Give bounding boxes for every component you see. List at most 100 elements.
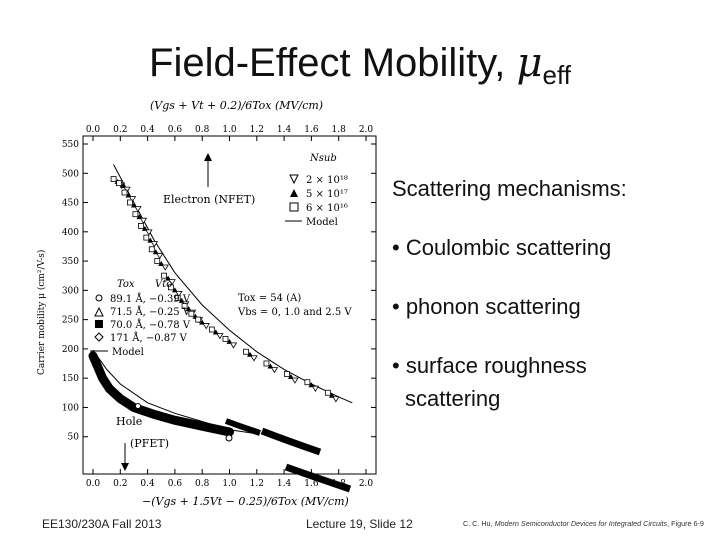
electron-triangle-down-marker: [311, 385, 320, 392]
electron-square-marker: [116, 180, 122, 187]
y-tick-label: 350: [62, 257, 79, 267]
y-tick-label: 50: [68, 433, 80, 443]
top-tick-label: 0.4: [140, 125, 155, 135]
electron-square-marker: [167, 284, 174, 291]
bottom-tick-label: 1.2: [250, 479, 264, 489]
square-filled-icon: [95, 320, 103, 328]
nsub-entry-2: 5 × 10¹⁷: [306, 189, 348, 200]
slide-title: Field-Effect Mobility, μeff: [0, 40, 720, 91]
electron-arrowhead: [204, 153, 212, 161]
electron-triangle-down-marker: [134, 206, 142, 213]
electron-square-marker: [304, 379, 311, 386]
electron-triangle-down-marker: [270, 367, 279, 374]
electron-data-points: [110, 176, 340, 403]
top-tick-label: 2.0: [359, 125, 374, 135]
electron-square-marker: [243, 348, 249, 355]
electron-square-marker: [154, 258, 161, 264]
nsub-entry-model: Model: [306, 217, 338, 228]
bottom-tick-label: 1.4: [277, 479, 292, 489]
square-open-icon: [289, 202, 299, 212]
y-tick-label: 400: [62, 228, 79, 238]
tox-entry-model: Model: [112, 347, 144, 358]
top-tick-label: 1.8: [332, 125, 347, 135]
diamond-open-icon: [94, 332, 104, 342]
y-axis-label: Carrier mobility μ (cm²/V-s): [36, 250, 47, 375]
hole-open-marker: [225, 434, 233, 442]
bullet-coulombic: • Coulombic scattering: [392, 235, 612, 260]
bottom-tick-label: 0.0: [86, 479, 101, 489]
electron-triangle-down-marker: [250, 355, 258, 362]
circle-open-icon: [95, 294, 103, 302]
electron-triangle-down-marker: [128, 196, 137, 203]
bottom-axis-label: −(Vgs + 1.5Vt − 0.25)/6Tox (MV/cm): [142, 495, 349, 508]
electron-triangle-down-marker: [291, 377, 299, 384]
bottom-tick-label: 0.6: [168, 479, 183, 489]
bottom-tick-label: 1.6: [304, 479, 319, 489]
hole-data-band: [88, 351, 234, 437]
bullet-surface-roughness-cont: scattering: [405, 386, 501, 411]
electron-triangle-down-marker: [202, 323, 210, 330]
vbs-condition: Vbs = 0, 1.0 and 2.5 V: [237, 307, 352, 318]
title-mu-symbol: μ: [516, 40, 543, 86]
electron-band-low2: [224, 418, 261, 436]
triangle-down-icon: [289, 174, 299, 185]
electron-triangle-down-marker: [161, 264, 169, 271]
electron-triangle-down-marker: [145, 229, 153, 236]
title-subscript: eff: [542, 60, 571, 90]
bottom-tick-label: 0.2: [113, 479, 127, 489]
electron-triangle-down-marker: [175, 290, 183, 298]
electron-square-marker: [161, 272, 167, 279]
electron-square-marker: [110, 176, 117, 182]
electron-square-marker: [121, 189, 128, 196]
electron-triangle-down-marker: [332, 396, 340, 403]
electron-label: Electron (NFET): [163, 193, 255, 206]
bottom-tick-label: 0.4: [140, 479, 155, 489]
top-tick-label: 0.0: [86, 125, 101, 135]
bullet-surface-roughness: • surface roughness: [392, 353, 587, 378]
tox-condition: Tox = 54 (A): [238, 293, 301, 304]
bullets-heading: Scattering mechanisms:: [392, 176, 627, 201]
top-tick-label: 0.8: [195, 125, 210, 135]
electron-triangle-down-marker: [150, 241, 159, 248]
top-tick-label: 1.2: [250, 125, 264, 135]
tox-entry-3: 70.0 Å, −0.78 V: [110, 319, 191, 331]
electron-band-low: [284, 463, 352, 493]
electron-triangle-down-marker: [229, 342, 238, 349]
triangle-up-icon: [290, 189, 298, 197]
tox-entry-4: 171 Å, −0.87 V: [110, 332, 188, 344]
electron-square-marker: [137, 222, 144, 229]
y-tick-label: 200: [62, 345, 79, 355]
electron-triangle-down-marker: [168, 279, 176, 286]
electron-square-marker: [284, 371, 290, 377]
tox-entry-2: 71.5 Å, −0.25 V: [110, 306, 191, 318]
y-tick-label: 550: [62, 140, 79, 150]
y-tick-label: 100: [62, 403, 79, 413]
pfet-label: (PFET): [130, 437, 169, 450]
nsub-entry-1: 2 × 10¹⁸: [306, 175, 348, 186]
y-axis-ticks: 50 100 150 200 250 300 350 400 450 500 550: [62, 140, 376, 443]
electron-square-marker: [132, 211, 139, 218]
bottom-tick-label: 2.0: [359, 479, 374, 489]
electron-square-marker: [181, 303, 188, 309]
triangle-open-icon: [94, 306, 104, 317]
bottom-axis-ticks: 0.0 0.2 0.4 0.6 0.8 1.0 1.2 1.4 1.6 1.8 2.0: [86, 469, 374, 489]
top-tick-label: 1.6: [304, 125, 319, 135]
electron-square-marker: [222, 335, 229, 342]
footer-course: EE130/230A Fall 2013: [42, 517, 162, 531]
electron-square-marker: [188, 310, 195, 317]
electron-square-marker: [195, 316, 202, 323]
y-tick-label: 500: [62, 169, 79, 179]
footer-citation: C. C. Hu, Modern Semiconductor Devices f…: [463, 519, 704, 528]
y-tick-label: 450: [62, 199, 79, 209]
electron-square-marker: [143, 234, 150, 241]
electron-square-marker: [148, 246, 155, 253]
electron-square-marker: [324, 389, 331, 396]
electron-triangle-down-marker: [216, 333, 224, 340]
y-tick-label: 250: [62, 316, 79, 326]
electron-square-marker: [127, 199, 133, 206]
top-tick-label: 1.4: [277, 125, 292, 135]
bottom-tick-label: 1.0: [222, 479, 237, 489]
tox-entry-1: 89.1 Å, −0.39 V: [110, 293, 191, 305]
electron-triangle-down-marker: [139, 217, 148, 224]
electron-square-marker: [208, 326, 215, 333]
